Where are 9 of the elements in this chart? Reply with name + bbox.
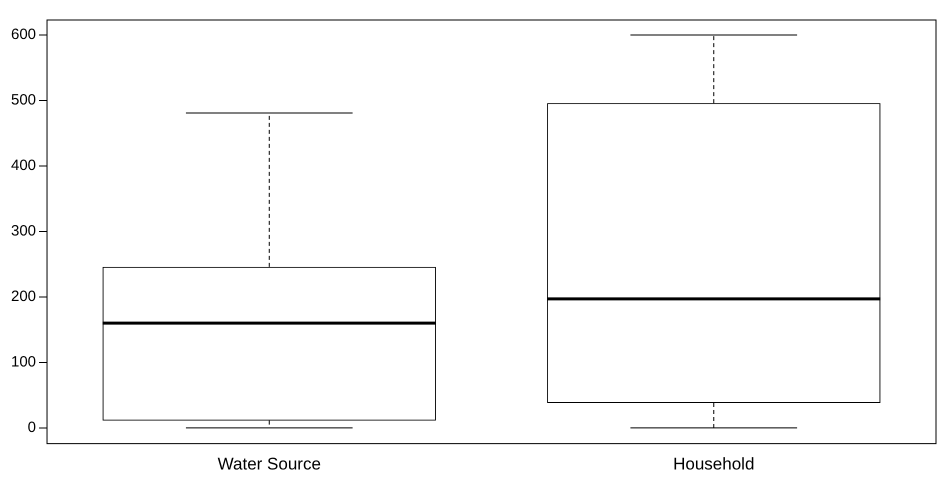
y-tick-label: 600	[10, 26, 36, 44]
y-tick-label: 300	[10, 222, 36, 240]
x-tick-label: Water Source	[218, 454, 321, 474]
y-tick-label: 500	[10, 92, 36, 109]
y-tick-label: 400	[10, 157, 36, 174]
y-tick-label: 0	[28, 419, 36, 436]
y-tick-label: 200	[10, 288, 36, 306]
x-tick-label: Household	[673, 454, 754, 474]
y-tick-label: 100	[10, 354, 36, 371]
